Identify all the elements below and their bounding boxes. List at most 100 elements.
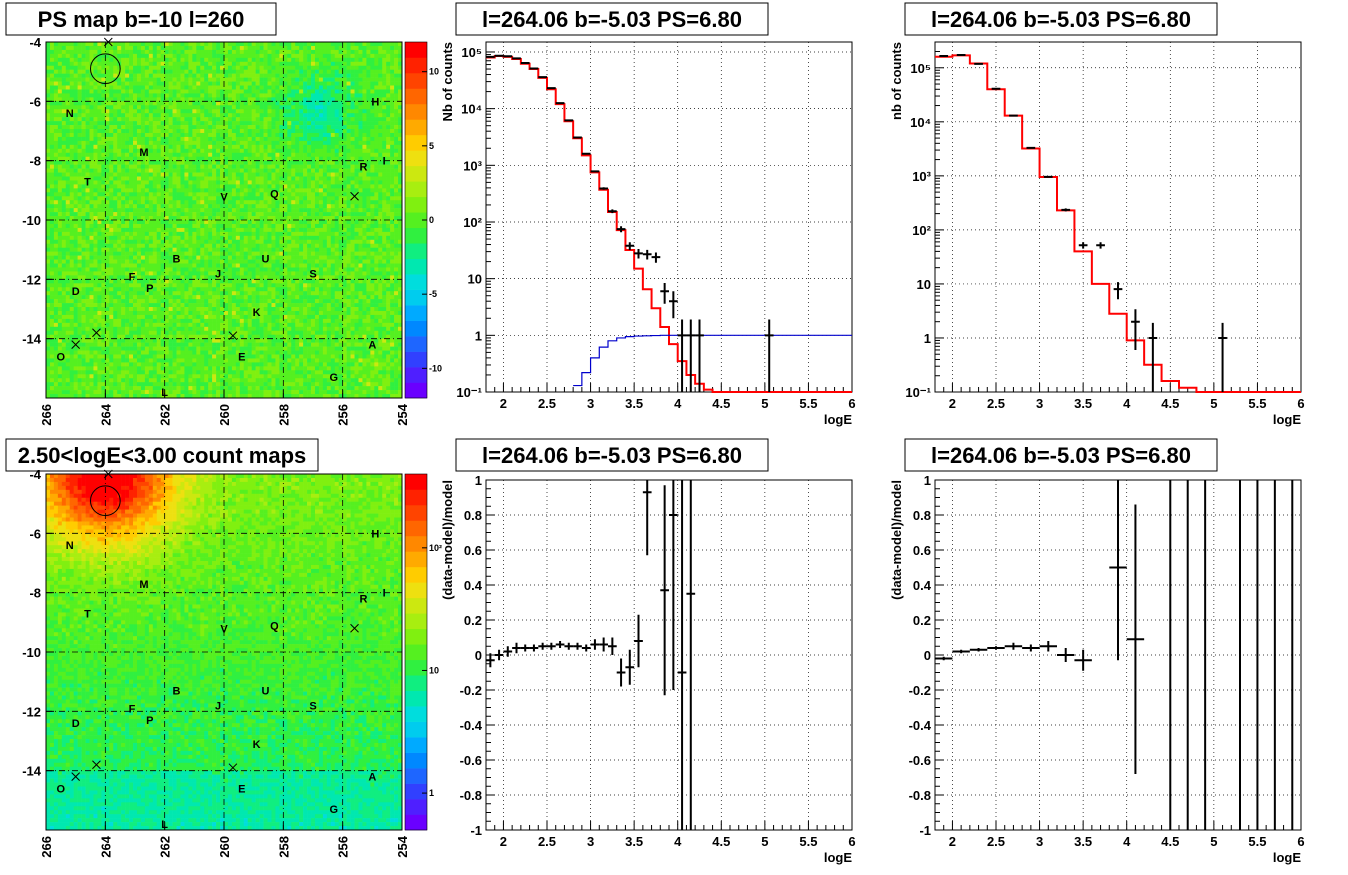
heatmap-cell — [216, 212, 221, 217]
heatmap-cell — [125, 243, 130, 248]
heatmap-cell — [231, 176, 237, 181]
heatmap-cell — [176, 374, 181, 379]
heatmap-cell — [117, 172, 122, 177]
heatmap-cell — [109, 287, 114, 292]
heatmap-cell — [148, 105, 154, 110]
heatmap-cell — [133, 287, 138, 292]
heatmap-cell — [53, 140, 59, 146]
heatmap-cell — [168, 386, 173, 391]
heatmap-cell — [192, 132, 197, 138]
heatmap-cell — [117, 184, 122, 189]
heatmap-cell — [121, 136, 126, 142]
heatmap-cell — [77, 235, 82, 241]
heatmap-cell — [46, 382, 51, 387]
heatmap-cell — [263, 65, 268, 70]
heatmap-cell — [148, 338, 154, 343]
heatmap-cell — [148, 382, 154, 387]
heatmap-cell — [85, 334, 90, 339]
heatmap-cell — [208, 132, 213, 138]
heatmap-cell — [125, 140, 130, 146]
heatmap-cell — [263, 125, 268, 130]
heatmap-cell — [160, 307, 165, 312]
heatmap-cell — [227, 184, 233, 189]
heatmap-cell — [231, 259, 237, 264]
heatmap-cell — [156, 362, 162, 367]
heatmap-cell — [53, 287, 59, 292]
heatmap-cell — [85, 73, 90, 78]
heatmap-cell — [113, 136, 118, 142]
heatmap-cell — [136, 81, 142, 86]
heatmap-cell — [204, 45, 209, 51]
heatmap-cell — [224, 125, 229, 130]
heatmap-cell — [227, 42, 233, 47]
heatmap-cell — [220, 227, 225, 233]
heatmap-cell — [73, 42, 78, 47]
heatmap-cell — [69, 152, 74, 158]
heatmap-cell — [200, 251, 205, 256]
heatmap-cell — [192, 378, 197, 383]
heatmap-cell — [176, 176, 181, 181]
heatmap-cell — [164, 366, 169, 371]
heatmap-cell — [235, 140, 241, 146]
heatmap-cell — [224, 77, 229, 82]
heatmap-cell — [212, 326, 217, 332]
heatmap-cell — [69, 239, 74, 245]
heatmap-cell — [212, 374, 217, 379]
heatmap-cell — [208, 180, 213, 185]
heatmap-cell — [196, 188, 201, 193]
heatmap-cell — [152, 303, 158, 308]
heatmap-cell — [160, 144, 165, 150]
heatmap-cell — [65, 180, 71, 185]
heatmap-cell — [113, 243, 118, 248]
heatmap-cell — [188, 121, 193, 126]
heatmap-cell — [263, 148, 268, 154]
heatmap-cell — [243, 326, 249, 332]
heatmap-cell — [156, 231, 162, 237]
heatmap-cell — [140, 295, 146, 300]
heatmap-cell — [188, 172, 193, 177]
heatmap-cell — [176, 42, 181, 47]
heatmap-cell — [117, 386, 122, 391]
heatmap-cell — [196, 53, 201, 59]
heatmap-cell — [57, 283, 63, 288]
heatmap-cell — [129, 267, 134, 272]
heatmap-cell — [172, 93, 177, 98]
heatmap-cell — [212, 101, 217, 106]
heatmap-cell — [73, 235, 78, 241]
heatmap-cell — [117, 267, 122, 272]
heatmap-cell — [208, 231, 213, 237]
heatmap-cell — [180, 366, 185, 371]
heatmap-cell — [259, 89, 264, 94]
heatmap-cell — [251, 255, 256, 260]
heatmap-cell — [85, 330, 90, 336]
heatmap-cell — [53, 164, 59, 169]
heatmap-cell — [81, 57, 86, 63]
heatmap-cell — [200, 318, 205, 324]
heatmap-cell — [61, 81, 67, 86]
heatmap-cell — [172, 65, 177, 70]
heatmap-cell — [196, 255, 201, 260]
heatmap-cell — [259, 69, 264, 74]
heatmap-cell — [196, 275, 201, 280]
heatmap-cell — [184, 192, 189, 197]
heatmap-cell — [144, 156, 150, 161]
heatmap-cell — [136, 299, 142, 304]
heatmap-cell — [125, 73, 130, 78]
heatmap-cell — [81, 208, 86, 213]
heatmap-cell — [184, 73, 189, 78]
heatmap-cell — [46, 42, 51, 47]
heatmap-cell — [160, 69, 165, 74]
heatmap-cell — [235, 370, 241, 375]
heatmap-cell — [140, 129, 146, 134]
heatmap-cell — [164, 247, 169, 252]
heatmap-cell — [61, 192, 67, 197]
heatmap-cell — [192, 148, 197, 154]
heatmap-cell — [53, 370, 59, 375]
heatmap-cell — [192, 152, 197, 158]
heatmap-cell — [105, 366, 110, 371]
heatmap-cell — [61, 176, 67, 181]
heatmap-cell — [164, 117, 169, 122]
heatmap-cell — [164, 235, 169, 241]
heatmap-cell — [61, 299, 67, 304]
heatmap-cell — [61, 354, 67, 359]
